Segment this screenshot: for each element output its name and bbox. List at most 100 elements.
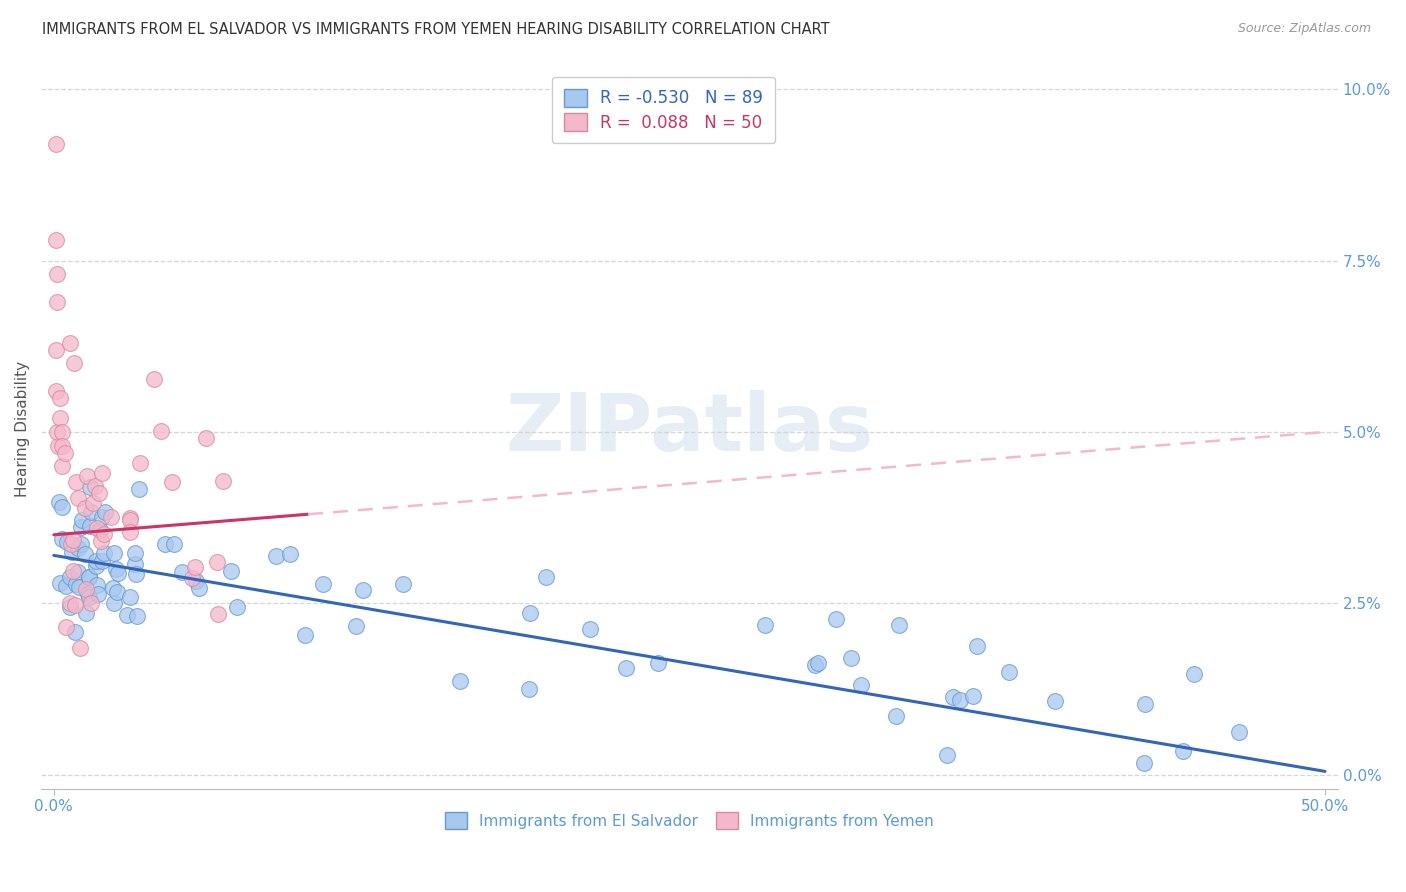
Point: [51, 425, 73, 439]
Point: [118, 590, 141, 604]
Point: [75, 582, 97, 596]
Point: [69, 520, 91, 534]
Point: [170, 566, 193, 580]
Point: [45, 233, 67, 247]
Point: [65, 475, 87, 489]
Point: [935, 748, 957, 763]
Point: [69, 641, 91, 656]
Point: [825, 611, 848, 625]
Point: [103, 546, 125, 560]
Point: [579, 623, 602, 637]
Point: [264, 549, 287, 563]
Point: [77, 587, 100, 601]
Point: [59, 570, 82, 584]
Point: [59, 596, 82, 610]
Point: [105, 584, 128, 599]
Point: [188, 581, 211, 595]
Point: [84, 478, 107, 492]
Point: [194, 431, 217, 445]
Point: [86, 577, 108, 591]
Point: [312, 577, 335, 591]
Point: [93, 526, 115, 541]
Point: [82, 496, 104, 510]
Point: [93, 546, 115, 560]
Point: [962, 690, 984, 704]
Point: [219, 564, 242, 578]
Point: [614, 661, 637, 675]
Point: [73, 501, 96, 516]
Point: [519, 606, 541, 620]
Point: [60, 545, 83, 559]
Point: [45, 384, 67, 398]
Point: [51, 439, 73, 453]
Point: [884, 708, 907, 723]
Point: [120, 524, 142, 539]
Point: [90, 533, 112, 548]
Point: [212, 475, 235, 489]
Point: [55, 579, 77, 593]
Legend: Immigrants from El Salvador, Immigrants from Yemen: Immigrants from El Salvador, Immigrants …: [439, 806, 939, 835]
Point: [79, 505, 101, 519]
Point: [392, 577, 415, 591]
Point: [1182, 667, 1205, 681]
Point: [294, 628, 316, 642]
Point: [839, 651, 862, 665]
Point: [104, 562, 127, 576]
Point: [55, 620, 77, 634]
Point: [59, 537, 82, 551]
Point: [207, 607, 229, 621]
Point: [86, 520, 108, 534]
Point: [1043, 694, 1066, 708]
Point: [75, 607, 97, 621]
Point: [100, 510, 122, 524]
Point: [449, 674, 471, 689]
Text: IMMIGRANTS FROM EL SALVADOR VS IMMIGRANTS FROM YEMEN HEARING DISABILITY CORRELAT: IMMIGRANTS FROM EL SALVADOR VS IMMIGRANT…: [42, 22, 830, 37]
Point: [942, 690, 965, 704]
Point: [65, 576, 87, 591]
Text: ZIPatlas: ZIPatlas: [505, 390, 873, 467]
Point: [280, 547, 302, 561]
Point: [149, 424, 172, 438]
Point: [67, 580, 90, 594]
Point: [103, 596, 125, 610]
Point: [153, 536, 176, 550]
Point: [55, 534, 77, 549]
Point: [49, 576, 72, 591]
Point: [128, 456, 150, 470]
Point: [84, 559, 107, 574]
Point: [226, 600, 249, 615]
Point: [160, 475, 183, 489]
Point: [51, 532, 73, 546]
Point: [63, 599, 86, 613]
Point: [101, 581, 124, 595]
Point: [120, 513, 142, 527]
Point: [91, 554, 114, 568]
Point: [76, 469, 98, 483]
Point: [48, 495, 70, 509]
Point: [517, 682, 540, 697]
Point: [45, 136, 67, 151]
Point: [118, 511, 141, 525]
Point: [997, 665, 1019, 679]
Point: [77, 570, 100, 584]
Y-axis label: Hearing Disability: Hearing Disability: [15, 360, 30, 497]
Point: [59, 335, 82, 350]
Point: [66, 491, 89, 505]
Point: [62, 533, 84, 547]
Point: [49, 391, 72, 405]
Point: [1229, 725, 1251, 739]
Point: [124, 546, 146, 560]
Point: [51, 459, 73, 474]
Point: [352, 582, 374, 597]
Point: [125, 567, 148, 582]
Point: [51, 500, 73, 515]
Point: [45, 267, 67, 281]
Point: [887, 618, 910, 632]
Point: [63, 356, 86, 370]
Point: [45, 343, 67, 357]
Point: [49, 411, 72, 425]
Point: [966, 639, 988, 653]
Point: [72, 514, 94, 528]
Point: [1171, 744, 1194, 758]
Point: [67, 566, 90, 580]
